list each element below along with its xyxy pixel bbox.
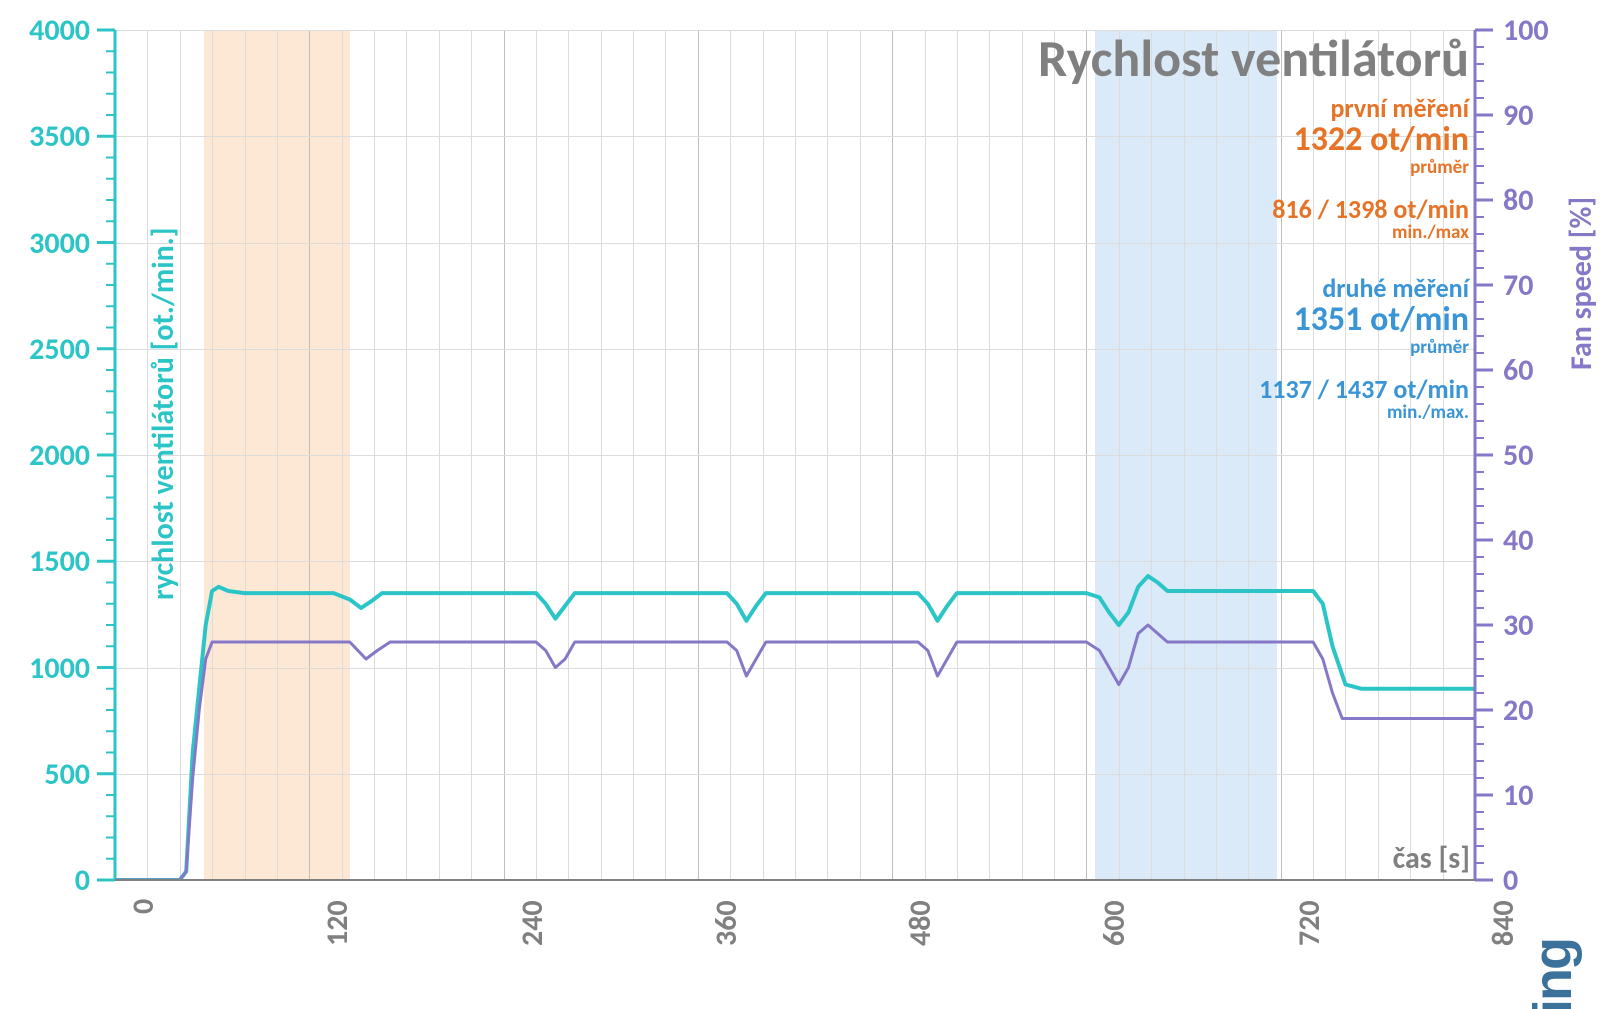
- ytick-right: 80: [1503, 182, 1533, 219]
- ytick-left: 2000: [0, 437, 90, 474]
- ytick-right: 60: [1503, 352, 1533, 389]
- series-layer: [115, 30, 1475, 880]
- xtick: 360: [708, 900, 745, 946]
- ytick-left: 0: [0, 862, 90, 899]
- stats-second-avg: 1351 ot/min: [1259, 302, 1469, 338]
- ytick-left: 500: [0, 756, 90, 793]
- ytick-left: 1000: [0, 650, 90, 687]
- ytick-right: 10: [1503, 777, 1533, 814]
- ytick-right: 30: [1503, 607, 1533, 644]
- y-axis-right-label: Fan speed [%]: [1563, 197, 1600, 370]
- stats-first-minmax-label: min./max: [1272, 223, 1469, 243]
- ytick-right: 100: [1503, 12, 1549, 49]
- ytick-left: 2500: [0, 331, 90, 368]
- ytick-left: 4000: [0, 12, 90, 49]
- ytick-right: 50: [1503, 437, 1533, 474]
- stats-first-header: první měření: [1272, 95, 1469, 122]
- y-axis-left-label: rychlost ventilátorů [ot./min.]: [145, 228, 182, 600]
- ytick-right: 70: [1503, 267, 1533, 304]
- logo-tuning: tuning: [1523, 939, 1583, 1009]
- stats-second-header: druhé měření: [1259, 275, 1469, 302]
- xtick: 840: [1485, 900, 1522, 946]
- ytick-left: 1500: [0, 543, 90, 580]
- stats-second-avg-label: průměr: [1259, 338, 1469, 358]
- xtick: 240: [514, 900, 551, 946]
- fan-speed-chart: 0500100015002000250030003500400001020304…: [0, 0, 1600, 1009]
- stats-first: první měření1322 ot/minprůměr 816 / 1398 …: [1272, 95, 1469, 243]
- stats-first-avg: 1322 ot/min: [1272, 122, 1469, 158]
- xtick: 720: [1291, 900, 1328, 946]
- plot-area: [115, 30, 1475, 880]
- stats-second-minmax: 1137 / 1437 ot/min: [1259, 376, 1469, 403]
- xtick: 600: [1096, 900, 1133, 946]
- stats-second: druhé měření1351 ot/minprůměr 1137 / 1437…: [1259, 275, 1469, 423]
- stats-second-minmax-label: min./max.: [1259, 403, 1469, 423]
- stats-first-minmax: 816 / 1398 ot/min: [1272, 196, 1469, 223]
- xtick: 480: [902, 900, 939, 946]
- stats-first-avg-label: průměr: [1272, 158, 1469, 178]
- pctuning-logo: pctuning: [1520, 939, 1586, 1009]
- ytick-left: 3500: [0, 118, 90, 155]
- ytick-right: 90: [1503, 97, 1533, 134]
- xtick: 120: [319, 900, 356, 946]
- ytick-right: 0: [1503, 862, 1518, 899]
- ytick-left: 3000: [0, 225, 90, 262]
- series-fan_rpm: [115, 576, 1475, 880]
- chart-title: Rychlost ventilátorů: [1038, 26, 1469, 90]
- xtick: 0: [125, 899, 162, 914]
- ytick-right: 40: [1503, 522, 1533, 559]
- ytick-right: 20: [1503, 692, 1533, 729]
- x-axis-label: čas [s]: [1393, 840, 1470, 877]
- series-fan_pct: [115, 625, 1475, 880]
